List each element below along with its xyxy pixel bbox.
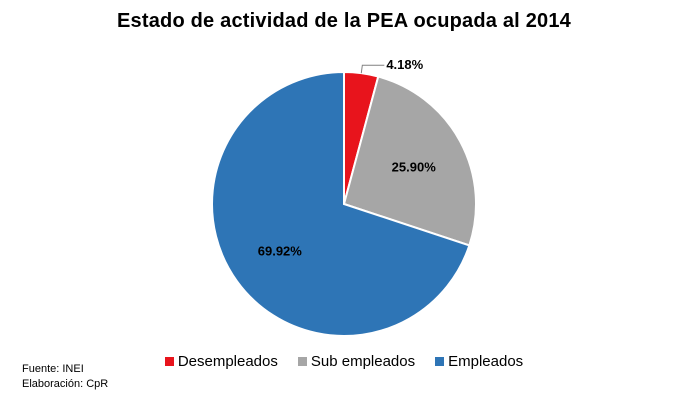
legend-swatch [435, 357, 445, 366]
credit-note: Elaboración: CpR [22, 378, 109, 390]
legend-swatch [297, 357, 307, 366]
chart-title: Estado de actividad de la PEA ocupada al… [117, 10, 571, 32]
data-label-sub-empleados: 25.90% [392, 159, 437, 174]
legend-item-desempleados: Desempleados [164, 353, 278, 370]
pie-slice-empleados [211, 70, 471, 337]
data-label-empleados: 69.92% [258, 243, 303, 258]
pie-slice-sub-empleados [342, 75, 477, 247]
legend-item-sub-empleados: Sub empleados [297, 353, 416, 370]
leader-line [360, 64, 385, 74]
source-note: Fuente: INEI [22, 363, 84, 375]
legend-label: Empleados [448, 353, 524, 370]
legend-label: Desempleados [177, 353, 278, 370]
footer: Fuente: INEI Elaboración: CpR [22, 362, 108, 392]
legend-label: Sub empleados [310, 353, 416, 370]
legend-item-empleados: Empleados [435, 353, 523, 370]
data-label-desempleados: 4.18% [386, 57, 423, 72]
legend-swatch [164, 357, 174, 366]
legend: Desempleados Sub empleados Empleados [0, 353, 688, 370]
